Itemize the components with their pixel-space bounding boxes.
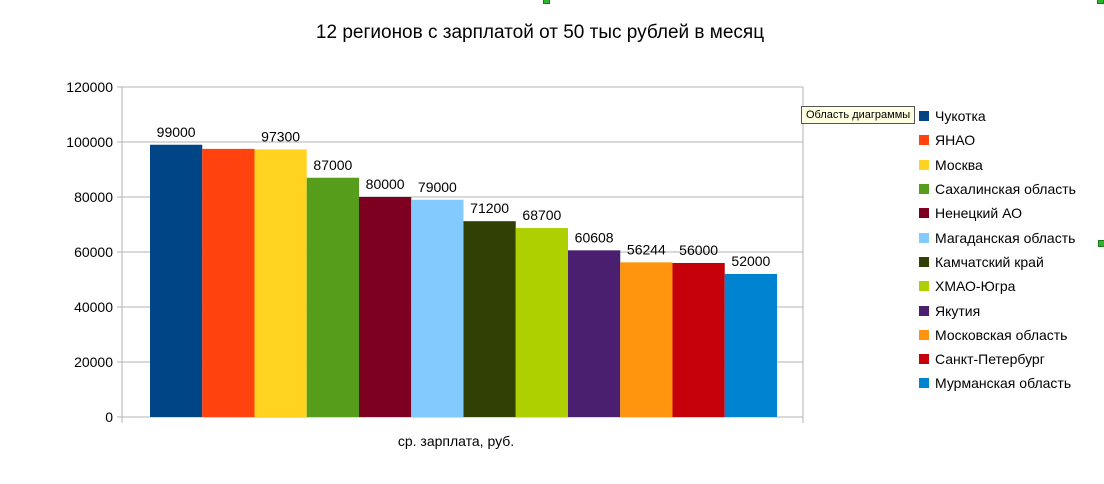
legend-item: Якутия (919, 298, 1076, 322)
bar-9[interactable] (568, 250, 621, 417)
chart-title: 12 регионов с зарплатой от 50 тыс рублей… (315, 22, 765, 43)
data-label: 80000 (366, 176, 405, 192)
legend-label: Санкт-Петербург (935, 351, 1045, 368)
y-tick-label: 100000 (66, 134, 113, 150)
data-label: 56244 (627, 241, 666, 257)
legend-swatch (919, 256, 929, 267)
legend-item: Чукотка (919, 104, 1076, 128)
y-tick-label: 20000 (74, 354, 113, 370)
bar-12[interactable] (724, 274, 777, 417)
legend-label: ХМАО-Югра (935, 278, 1016, 295)
data-label: 56000 (679, 242, 718, 258)
selection-handle-right[interactable] (1098, 240, 1104, 247)
legend-swatch (919, 159, 929, 170)
x-axis-label: ср. зарплата, руб. (398, 433, 514, 449)
legend-label: Магаданская область (935, 229, 1076, 246)
bar-3[interactable] (254, 149, 307, 418)
legend-label: Московская область (935, 326, 1068, 343)
legend-label: Мурманская область (935, 375, 1072, 392)
y-tick-label: 60000 (74, 244, 113, 260)
legend-label: ЯНАО (935, 132, 976, 149)
legend-swatch (919, 184, 929, 195)
legend-item: Магаданская область (919, 225, 1076, 249)
legend-item: ЯНАО (919, 128, 1076, 152)
legend-label: Якутия (935, 302, 981, 319)
bar-10[interactable] (620, 262, 673, 417)
selection-handle-top[interactable] (543, 0, 550, 4)
legend-swatch (919, 281, 929, 292)
y-tick-label: 40000 (74, 299, 113, 315)
legend-item: ХМАО-Югра (919, 274, 1076, 298)
bar-7[interactable] (463, 221, 516, 417)
legend-item: Камчатский край (919, 250, 1076, 274)
y-tick-label: 80000 (74, 189, 113, 205)
bar-6[interactable] (411, 199, 464, 417)
legend-label: Сахалинская область (935, 181, 1076, 198)
data-label: 97300 (261, 128, 300, 144)
bar-4[interactable] (306, 177, 359, 417)
legend-item: Мурманская область (919, 371, 1076, 395)
y-tick-label: 0 (105, 409, 113, 425)
legend-swatch (919, 208, 929, 219)
legend-item: Ненецкий АО (919, 201, 1076, 225)
legend-label: Москва (935, 156, 983, 173)
legend-label: Камчатский край (935, 253, 1044, 270)
data-label: 87000 (313, 157, 352, 173)
legend: Чукотка ЯНАО Москва Сахалинская область Нене… (919, 104, 1076, 396)
legend-swatch (919, 232, 929, 243)
bar-2[interactable] (202, 148, 255, 417)
legend-swatch (919, 111, 929, 122)
data-label: 79000 (418, 179, 457, 195)
bars (150, 144, 777, 418)
data-label: 71200 (470, 200, 509, 216)
legend-item: Московская область (919, 323, 1076, 347)
legend-swatch (919, 354, 929, 365)
legend-swatch (919, 378, 929, 389)
legend-item: Санкт-Петербург (919, 347, 1076, 371)
y-tick-label: 120000 (66, 79, 113, 95)
legend-swatch (919, 135, 929, 146)
tooltip: Область диаграммы (801, 106, 916, 124)
selection-handle-top-right[interactable] (1097, 0, 1104, 4)
data-label: 68700 (522, 207, 561, 223)
data-label: 60608 (575, 229, 614, 245)
legend-swatch (919, 305, 929, 316)
legend-swatch (919, 329, 929, 340)
bar-5[interactable] (359, 197, 412, 417)
value-labels: 99000 97300 87000 80000 79000 71200 68700 60608… (157, 124, 771, 269)
data-label: 99000 (157, 124, 196, 140)
bar-8[interactable] (515, 228, 568, 417)
bar-1[interactable] (150, 144, 203, 417)
legend-item: Сахалинская область (919, 177, 1076, 201)
legend-label: Чукотка (935, 108, 986, 125)
legend-label: Ненецкий АО (935, 205, 1023, 222)
bar-11[interactable] (672, 263, 725, 417)
data-label: 52000 (731, 253, 770, 269)
legend-item: Москва (919, 153, 1076, 177)
